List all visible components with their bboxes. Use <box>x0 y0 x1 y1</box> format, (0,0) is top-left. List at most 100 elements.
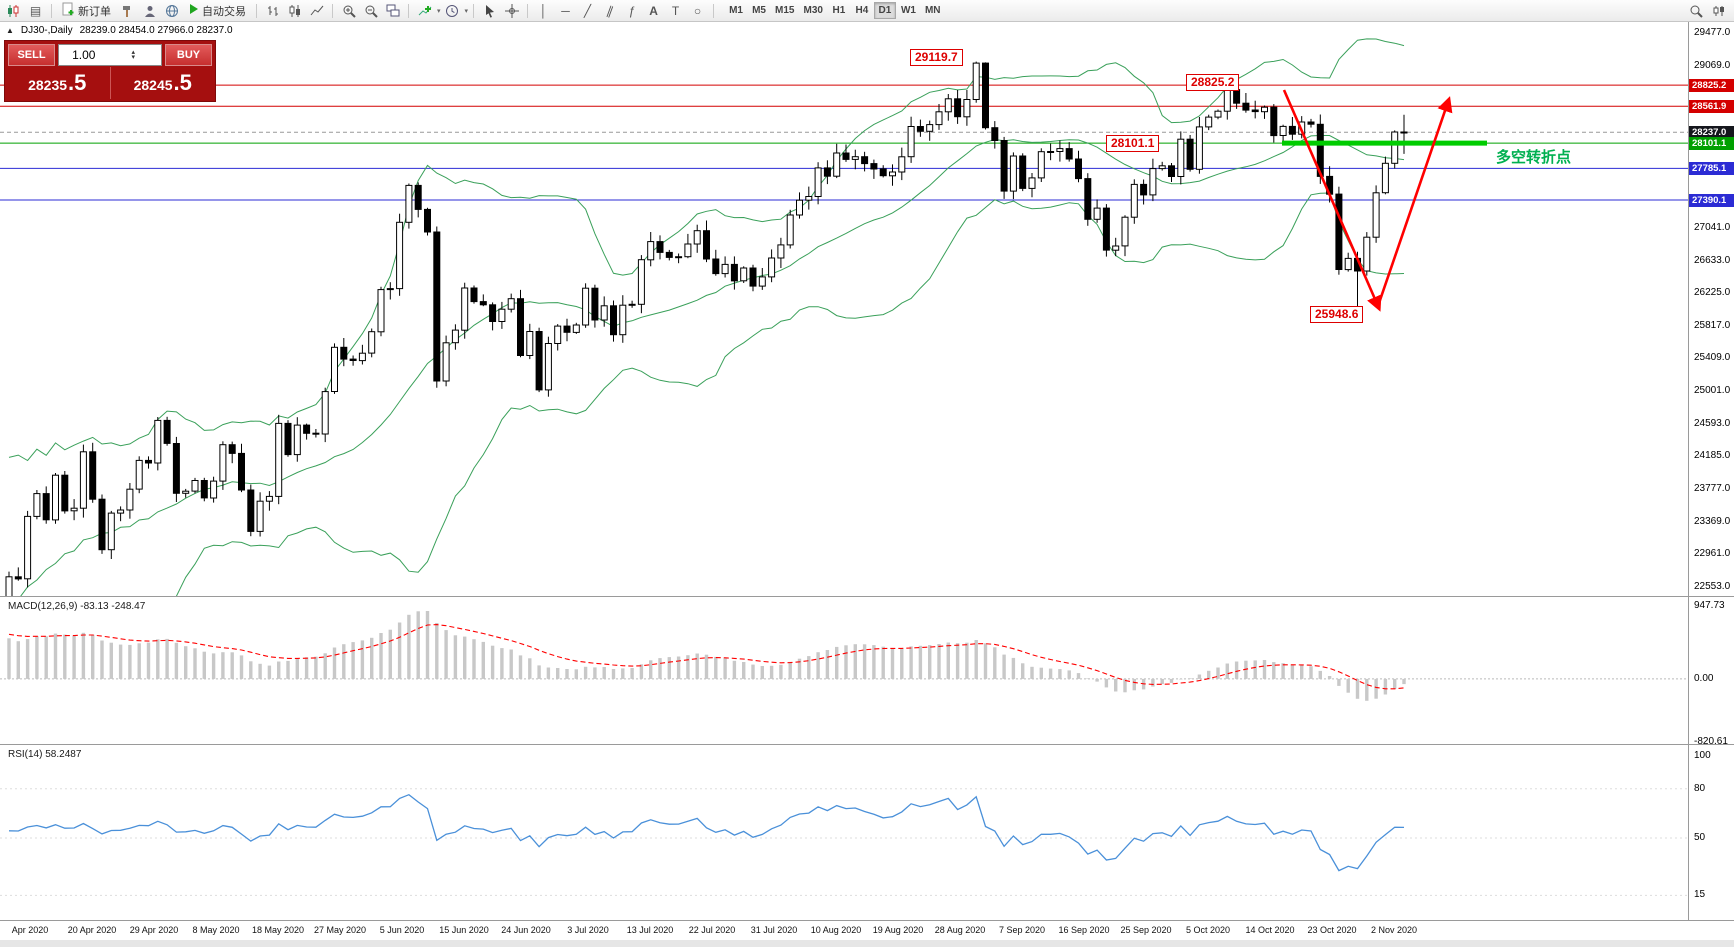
date-label: 18 May 2020 <box>251 925 305 935</box>
one-click-trading-panel: SELL 1.00 ▴ ▾ BUY 28235 .5 28245 .5 <box>4 40 216 102</box>
panel-separators <box>0 22 1734 921</box>
zoom-in-icon[interactable] <box>338 2 359 20</box>
buy-price-int: 28245 <box>133 77 173 93</box>
rsi-layer <box>0 788 1688 896</box>
autotrading-label: 自动交易 <box>202 5 246 18</box>
trendline-tool-icon[interactable]: ╱ <box>583 3 592 18</box>
rsi-indicator-label: RSI(14) 58.2487 <box>8 749 82 760</box>
timeframe-m1[interactable]: M1 <box>729 5 743 16</box>
new-order-button[interactable]: 新订单 <box>57 2 116 20</box>
date-label: 20 Apr 2020 <box>67 925 117 935</box>
cursor-icon[interactable] <box>479 2 500 20</box>
horizontal-lines <box>0 84 1688 201</box>
date-label: 13 Jul 2020 <box>626 925 674 935</box>
chart-background <box>0 22 1734 940</box>
toolbar-separator <box>332 3 333 18</box>
volume-down-icon[interactable]: ▾ <box>131 54 135 61</box>
swing-high-label[interactable]: 29119.7 <box>910 49 963 66</box>
bar-chart-type-icon[interactable] <box>262 2 283 20</box>
price-tick: 29069.0 <box>1694 59 1731 71</box>
indicators-dropdown-icon[interactable]: ▾ <box>437 7 441 15</box>
accounts-icon[interactable] <box>139 2 160 20</box>
experts-icon[interactable] <box>117 2 138 20</box>
price-badge: 27390.1 <box>1689 193 1734 207</box>
macd-axis-tick: -820.61 <box>1694 736 1728 747</box>
pivot-level-label[interactable]: 28101.1 <box>1106 135 1160 152</box>
turning-point-note[interactable]: 多空转折点 <box>1496 149 1572 166</box>
buy-price[interactable]: 28245 .5 <box>109 67 216 99</box>
resistance-label[interactable]: 28825.2 <box>1186 74 1240 91</box>
timeframe-m15[interactable]: M15 <box>775 5 795 16</box>
timeframe-bar: M1 M5 M15 M30 H1 H4 D1 W1 MN <box>725 2 944 19</box>
channel-tool-icon[interactable]: ∥ <box>604 2 615 19</box>
timeframe-h1[interactable]: H1 <box>832 5 846 16</box>
toolbar-separator <box>527 3 529 18</box>
date-label: 29 Apr 2020 <box>129 925 179 935</box>
macd-indicator-label: MACD(12,26,9) -83.13 -248.47 <box>8 601 146 612</box>
sell-price-frac: .5 <box>68 70 87 95</box>
zoom-out-icon[interactable] <box>360 2 381 20</box>
toolbar-separator <box>713 3 715 18</box>
timeframe-mn[interactable]: MN <box>924 5 941 16</box>
label-tool-icon[interactable]: T <box>671 3 680 18</box>
date-label: 28 Aug 2020 <box>934 925 986 935</box>
volume-value: 1.00 <box>72 48 96 62</box>
autotrading-play-icon <box>188 3 199 18</box>
macd-signal-line <box>8 624 1405 690</box>
symbol-search-icon[interactable] <box>1685 2 1706 20</box>
timeframe-w1[interactable]: W1 <box>900 5 916 16</box>
date-label: 15 Jun 2020 <box>439 925 489 935</box>
timeframe-m5[interactable]: M5 <box>752 5 766 16</box>
period-clock-icon[interactable] <box>442 2 463 20</box>
web-icon[interactable] <box>161 2 182 20</box>
price-badge: 28825.2 <box>1689 78 1734 92</box>
buy-button[interactable]: BUY <box>165 44 212 66</box>
main-chart-layer <box>0 38 1688 596</box>
timeframe-m30[interactable]: M30 <box>803 5 823 16</box>
period-dropdown-icon[interactable]: ▾ <box>464 7 469 15</box>
fibonacci-tool-icon[interactable]: ƒ <box>628 3 635 18</box>
timeframe-h4[interactable]: H4 <box>855 5 869 16</box>
rsi-axis-tick: 80 <box>1694 782 1706 794</box>
price-badge: 28101.1 <box>1689 136 1734 150</box>
price-tick: 22961.0 <box>1694 548 1731 560</box>
bollinger-bands <box>8 38 1405 596</box>
crosshair-icon[interactable] <box>501 2 522 20</box>
price-tick: 26225.0 <box>1694 287 1731 299</box>
profiles-icon[interactable]: ▤ <box>29 3 42 18</box>
volume-input[interactable]: 1.00 ▴ ▾ <box>58 44 162 66</box>
one-click-toggle-icon[interactable]: ▲ <box>6 26 14 35</box>
date-label: Apr 2020 <box>11 925 49 935</box>
date-label: 19 Aug 2020 <box>872 925 924 935</box>
vertical-line-tool-icon[interactable]: │ <box>539 3 548 18</box>
charts-icon[interactable] <box>3 2 24 20</box>
date-label: 5 Jun 2020 <box>379 925 425 935</box>
indicators-icon[interactable] <box>414 2 435 20</box>
tile-windows-icon[interactable] <box>382 2 403 20</box>
text-tool-icon[interactable]: A <box>649 3 658 18</box>
toolbar-separator <box>51 3 52 18</box>
chart-header: ▲ DJ30-,Daily 28239.0 28454.0 27966.0 28… <box>6 25 233 36</box>
rsi-axis-tick: 15 <box>1694 889 1706 901</box>
sell-price[interactable]: 28235 .5 <box>5 67 110 99</box>
candlestick-chart-type-icon[interactable] <box>284 2 305 20</box>
date-label: 22 Jul 2020 <box>688 925 736 935</box>
sell-button[interactable]: SELL <box>8 44 55 66</box>
line-chart-type-icon[interactable] <box>306 2 327 20</box>
date-label: 31 Jul 2020 <box>750 925 798 935</box>
horizontal-line-tool-icon[interactable]: ─ <box>561 3 570 18</box>
volume-up-icon[interactable]: ▴ <box>131 49 135 56</box>
price-tick: 27041.0 <box>1694 221 1731 233</box>
trend-arrows <box>1282 89 1453 312</box>
timeframe-d1[interactable]: D1 <box>873 2 896 19</box>
price-tick: 23369.0 <box>1694 515 1731 527</box>
chart-mini-icon[interactable] <box>1708 2 1729 20</box>
autotrading-button[interactable]: 自动交易 <box>183 2 251 20</box>
toolbar-separator <box>473 3 475 18</box>
date-label: 10 Aug 2020 <box>810 925 862 935</box>
toolbar-right-group <box>1685 2 1729 20</box>
shapes-tool-icon[interactable]: ○ <box>693 3 702 18</box>
date-label: 24 Jun 2020 <box>501 925 551 935</box>
swing-low-label[interactable]: 25948.6 <box>1310 306 1364 323</box>
